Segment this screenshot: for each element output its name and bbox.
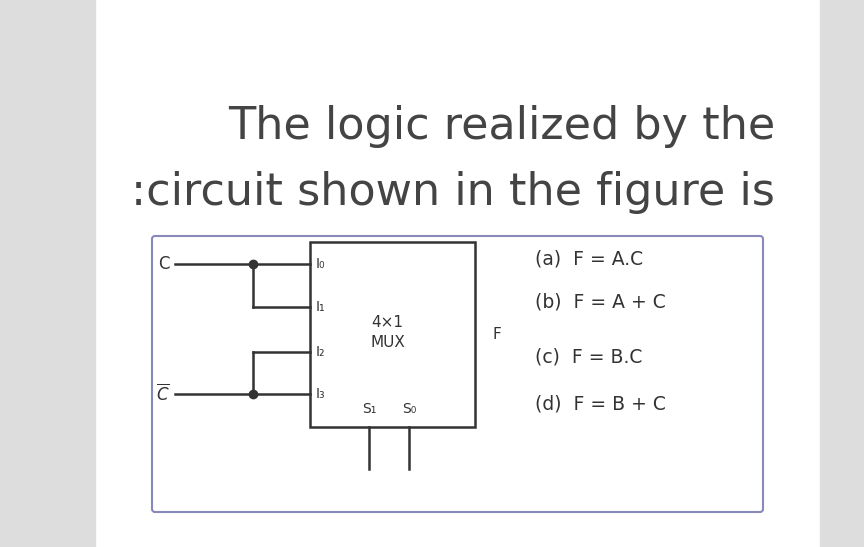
Text: 4×1: 4×1 — [372, 315, 403, 330]
Text: (c)  F = B.C: (c) F = B.C — [535, 347, 642, 366]
Text: I₂: I₂ — [316, 345, 326, 359]
Text: The logic realized by the: The logic realized by the — [228, 106, 775, 148]
Bar — [0, 0, 95, 547]
Text: I₃: I₃ — [316, 387, 326, 401]
Text: MUX: MUX — [370, 335, 405, 350]
Bar — [310, 242, 475, 427]
Text: (b)  F = A + C: (b) F = A + C — [535, 293, 666, 311]
Text: S₁: S₁ — [362, 402, 377, 416]
Bar — [820, 0, 864, 547]
Text: F: F — [492, 327, 501, 342]
Text: S₀: S₀ — [402, 402, 416, 416]
Text: I₀: I₀ — [316, 257, 326, 271]
Text: $\overline{C}$: $\overline{C}$ — [156, 383, 170, 404]
FancyBboxPatch shape — [152, 236, 763, 512]
Text: (d)  F = B + C: (d) F = B + C — [535, 394, 666, 414]
Text: :circuit shown in the figure is: :circuit shown in the figure is — [131, 171, 775, 213]
Text: (a)  F = A.C: (a) F = A.C — [535, 249, 643, 269]
Text: C: C — [158, 255, 170, 273]
Text: I₁: I₁ — [316, 300, 326, 314]
